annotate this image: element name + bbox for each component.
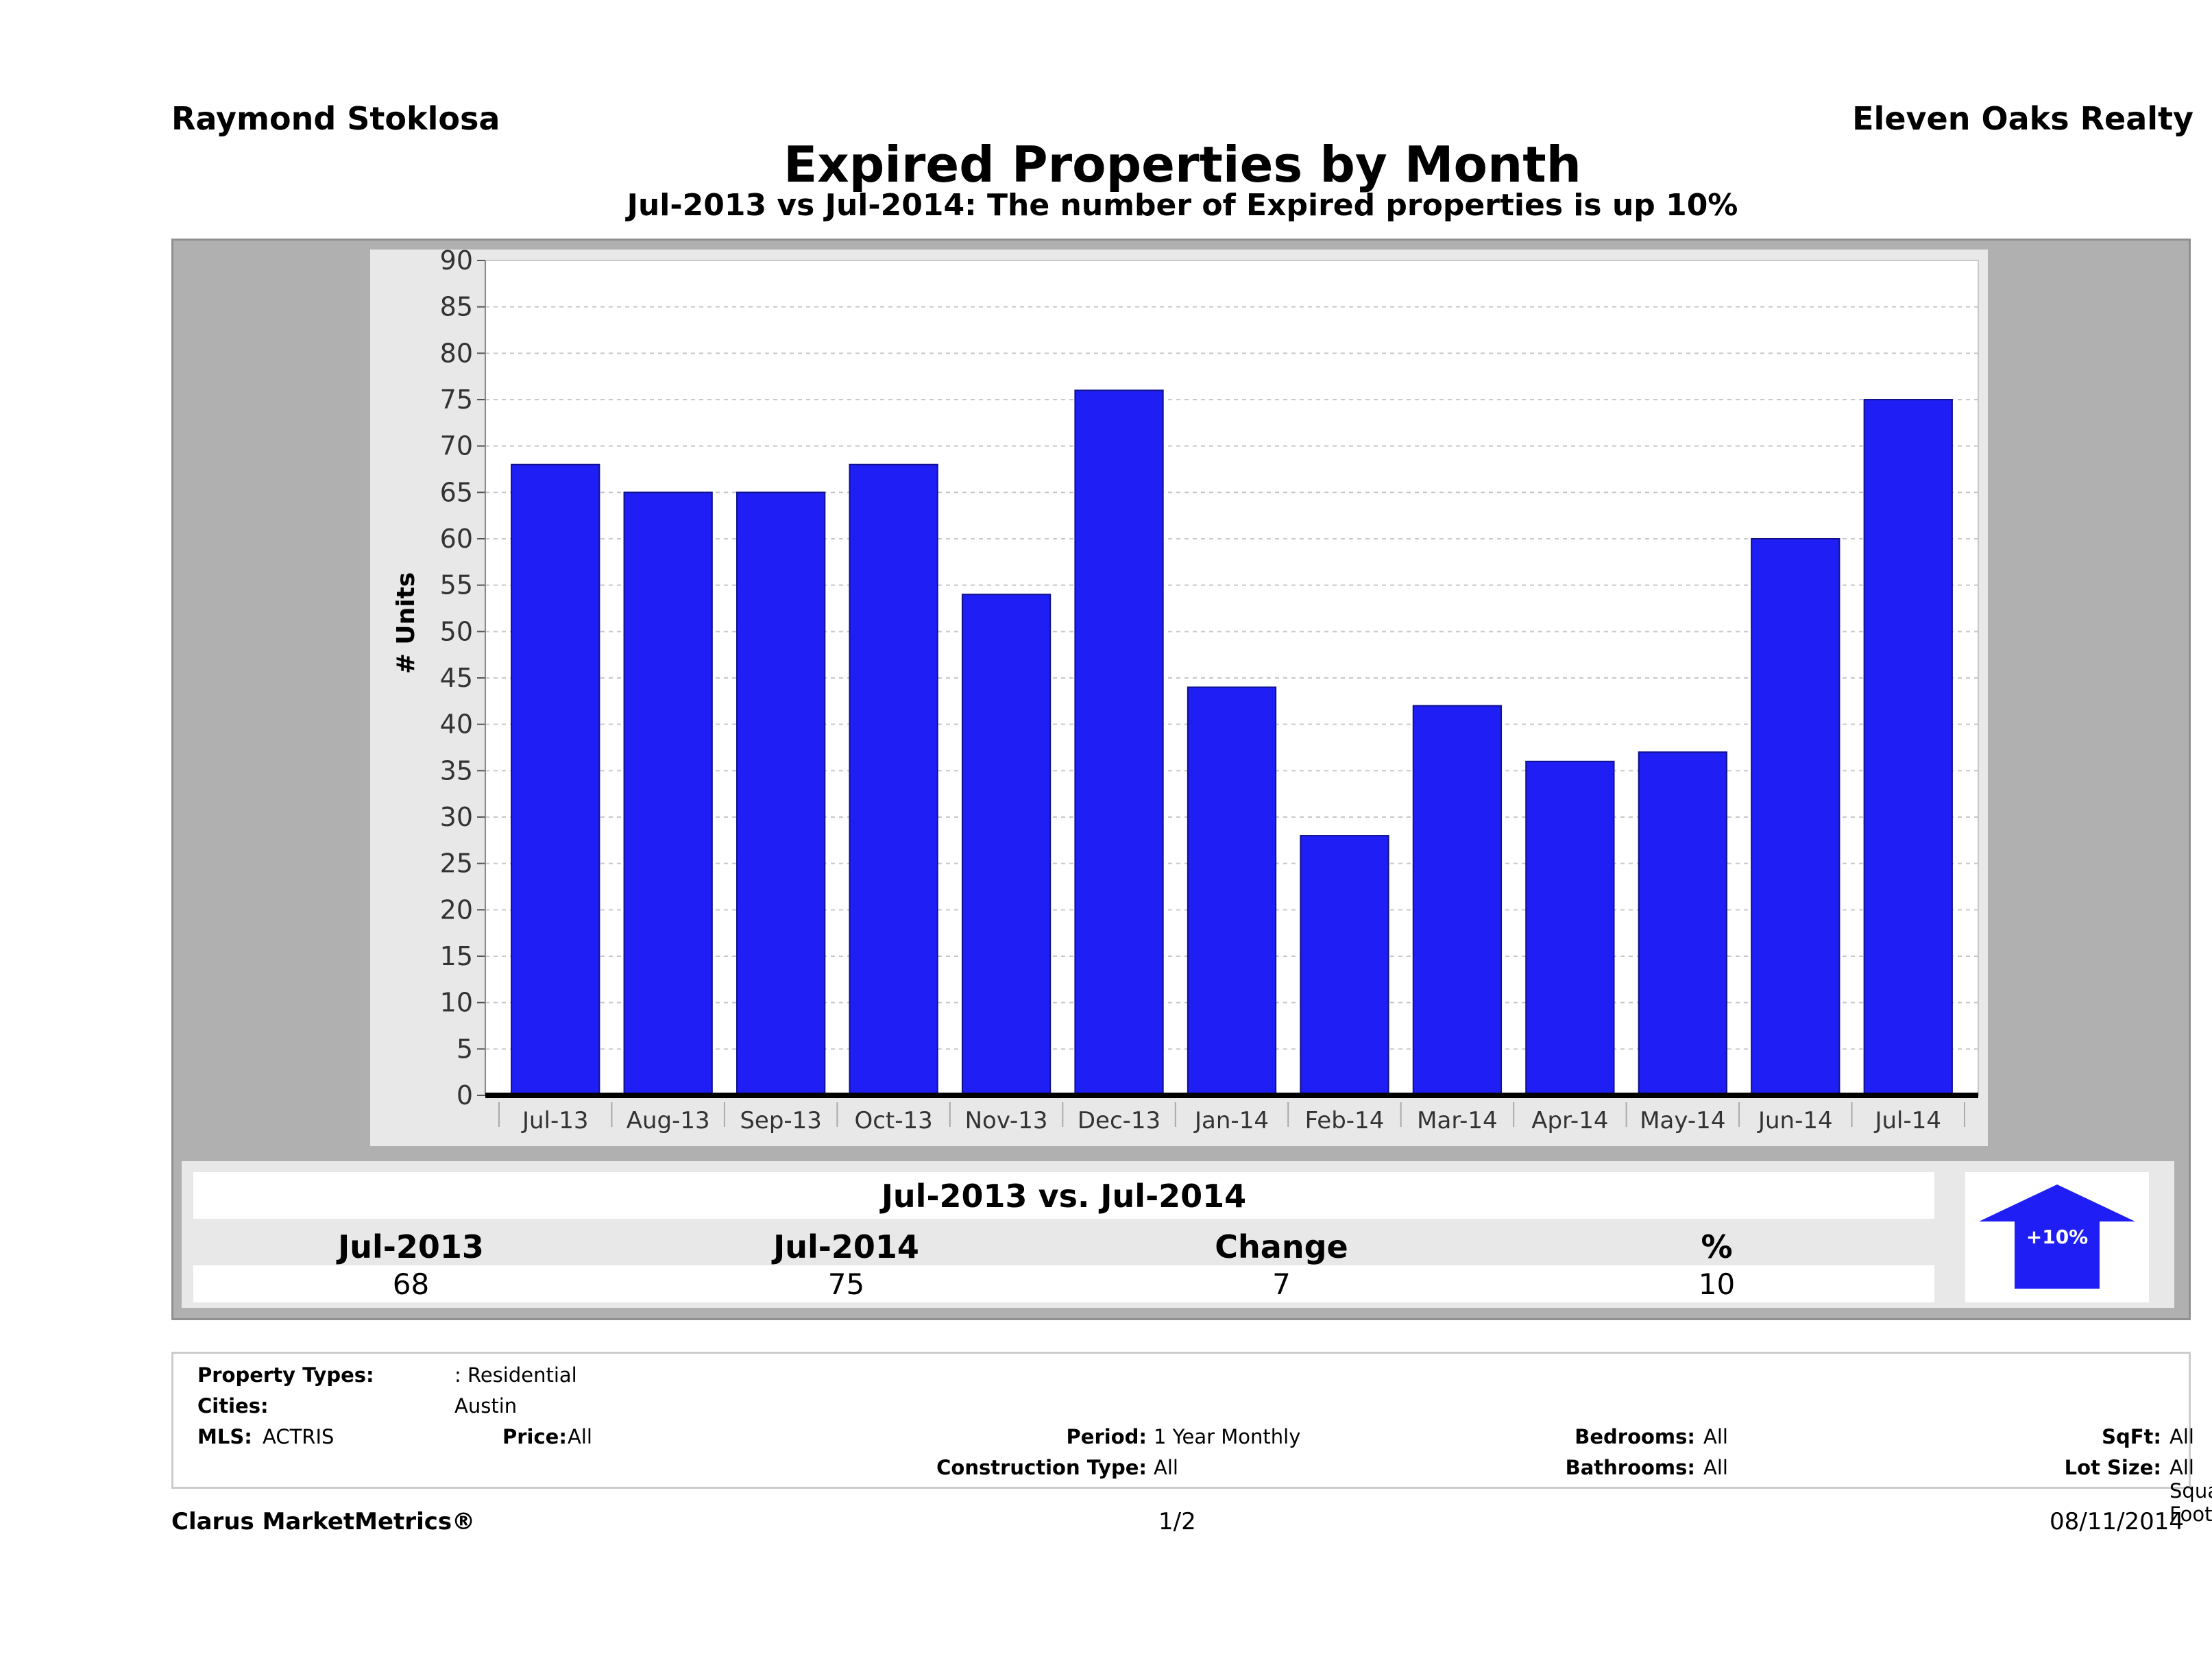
- badge-label: +10%: [2026, 1226, 2088, 1248]
- y-tick-label: 35: [440, 755, 473, 786]
- mls-value: ACTRIS: [263, 1425, 335, 1448]
- y-tick-label: 55: [440, 570, 473, 600]
- footer-brand: Clarus MarketMetrics®: [171, 1508, 476, 1535]
- summary-block: Jul-2013 vs. Jul-2014 Jul-2013 Jul-2014 …: [182, 1161, 2174, 1308]
- bar-sep-13: [736, 491, 826, 1097]
- change-badge: +10%: [1965, 1172, 2149, 1302]
- period-label: Period:: [1066, 1425, 1147, 1448]
- property-types-label: Property Types:: [197, 1363, 374, 1387]
- bar-mar-14: [1412, 705, 1503, 1096]
- y-axis-title: # Units: [392, 572, 420, 674]
- summary-header-2013: Jul-2013: [338, 1228, 484, 1265]
- chart-subtitle: Jul-2013 vs Jul-2014: The number of Expi…: [627, 188, 1738, 223]
- report-date: 08/11/2014: [2050, 1508, 2184, 1535]
- y-tick-label: 85: [440, 292, 473, 322]
- x-tick-label: Jul-14: [1873, 1107, 1941, 1134]
- y-tick-label: 20: [440, 895, 473, 925]
- sqft-value: All: [2170, 1425, 2194, 1448]
- bar-may-14: [1638, 751, 1727, 1096]
- mls-label: MLS:: [197, 1425, 252, 1448]
- bedrooms-value: All: [1703, 1425, 1728, 1448]
- x-tick-label: Mar-14: [1417, 1107, 1498, 1134]
- property-types-value: : Residential: [454, 1363, 577, 1387]
- x-tick-label: May-14: [1640, 1107, 1725, 1134]
- y-tick-label: 60: [440, 524, 473, 554]
- summary-title: Jul-2013 vs. Jul-2014: [193, 1172, 1934, 1219]
- x-tick-label: Nov-13: [965, 1107, 1048, 1134]
- page-number: 1/2: [1158, 1508, 1196, 1535]
- x-tick-label: Jan-14: [1193, 1107, 1269, 1134]
- x-tick-label: Aug-13: [627, 1107, 710, 1134]
- summary-value-2013: 68: [392, 1267, 430, 1301]
- x-tick-label: Feb-14: [1305, 1107, 1385, 1134]
- y-tick-label: 45: [440, 663, 473, 693]
- y-tick-label: 25: [440, 849, 473, 879]
- y-tick-label: 65: [440, 477, 473, 507]
- summary-value-percent: 10: [1698, 1267, 1736, 1301]
- bar-aug-13: [623, 491, 713, 1097]
- y-tick-label: 10: [440, 988, 473, 1018]
- bar-jul-14: [1863, 399, 1953, 1096]
- y-tick-label: 30: [440, 802, 473, 832]
- price-label: Price:: [502, 1425, 567, 1448]
- search-criteria: Property Types: : Residential Cities: Au…: [171, 1352, 2212, 1526]
- x-tick-label: Jun-14: [1757, 1107, 1833, 1134]
- price-value: All: [568, 1425, 592, 1448]
- summary-values-row: [193, 1265, 1934, 1302]
- bar-dec-13: [1074, 389, 1164, 1096]
- y-tick-label: 75: [440, 385, 473, 415]
- summary-header-2014: Jul-2014: [773, 1228, 919, 1265]
- construction-type-label: Construction Type:: [936, 1456, 1147, 1479]
- cities-value: Austin: [454, 1394, 518, 1418]
- summary-value-change: 7: [1272, 1267, 1291, 1301]
- x-tick-label: Oct-13: [854, 1107, 932, 1134]
- chart-area: 0 5 10 15 20 25 30 35 40 45 50 55 60 65 70 75 80 85 90 Jul-…: [370, 245, 1988, 1146]
- bar-jul-13: [511, 463, 600, 1096]
- bar-jan-14: [1187, 686, 1277, 1096]
- y-tick-label: 70: [440, 431, 473, 461]
- bar-apr-14: [1525, 760, 1615, 1096]
- bedrooms-label: Bedrooms:: [1575, 1425, 1695, 1448]
- bar-nov-13: [961, 594, 1052, 1096]
- construction-type-value: All: [1154, 1456, 1178, 1479]
- x-tick-label: Jul-13: [521, 1107, 589, 1134]
- chart-title: Expired Properties by Month: [783, 136, 1581, 193]
- y-tick-label: 50: [440, 616, 473, 646]
- bar-jun-14: [1751, 538, 1840, 1096]
- agent-name: Raymond Stoklosa: [171, 100, 500, 137]
- x-tick-label: Sep-13: [740, 1107, 822, 1134]
- bathrooms-label: Bathrooms:: [1565, 1456, 1695, 1479]
- y-tick-label: 80: [440, 338, 473, 368]
- summary-header-change: Change: [1215, 1228, 1348, 1265]
- period-value: 1 Year Monthly: [1154, 1425, 1301, 1448]
- y-tick-label: 90: [440, 250, 473, 276]
- x-tick-label: Dec-13: [1078, 1107, 1160, 1134]
- y-tick-label: 40: [440, 709, 473, 740]
- y-tick-label: 15: [440, 941, 473, 971]
- lot-size-label: Lot Size:: [2064, 1456, 2161, 1479]
- summary-header-percent: %: [1701, 1228, 1733, 1265]
- cities-label: Cities:: [197, 1394, 269, 1418]
- sqft-label: SqFt:: [2102, 1425, 2161, 1448]
- bathrooms-value: All: [1703, 1456, 1728, 1479]
- bar-oct-13: [849, 463, 938, 1096]
- y-tick-label: 0: [457, 1080, 473, 1110]
- bar-chart: 0 5 10 15 20 25 30 35 40 45 50 55 60 65 70 75 80 85 90 Jul-…: [392, 245, 1979, 1134]
- y-tick-label: 5: [457, 1034, 473, 1064]
- lot-size-value: All Square Footage: [2170, 1456, 2212, 1526]
- company-name: Eleven Oaks Realty: [1852, 100, 2193, 137]
- up-arrow-icon: +10%: [1979, 1184, 2135, 1289]
- summary-value-2014: 75: [827, 1267, 865, 1301]
- x-tick-label: Apr-14: [1531, 1107, 1608, 1134]
- bar-feb-14: [1300, 835, 1389, 1096]
